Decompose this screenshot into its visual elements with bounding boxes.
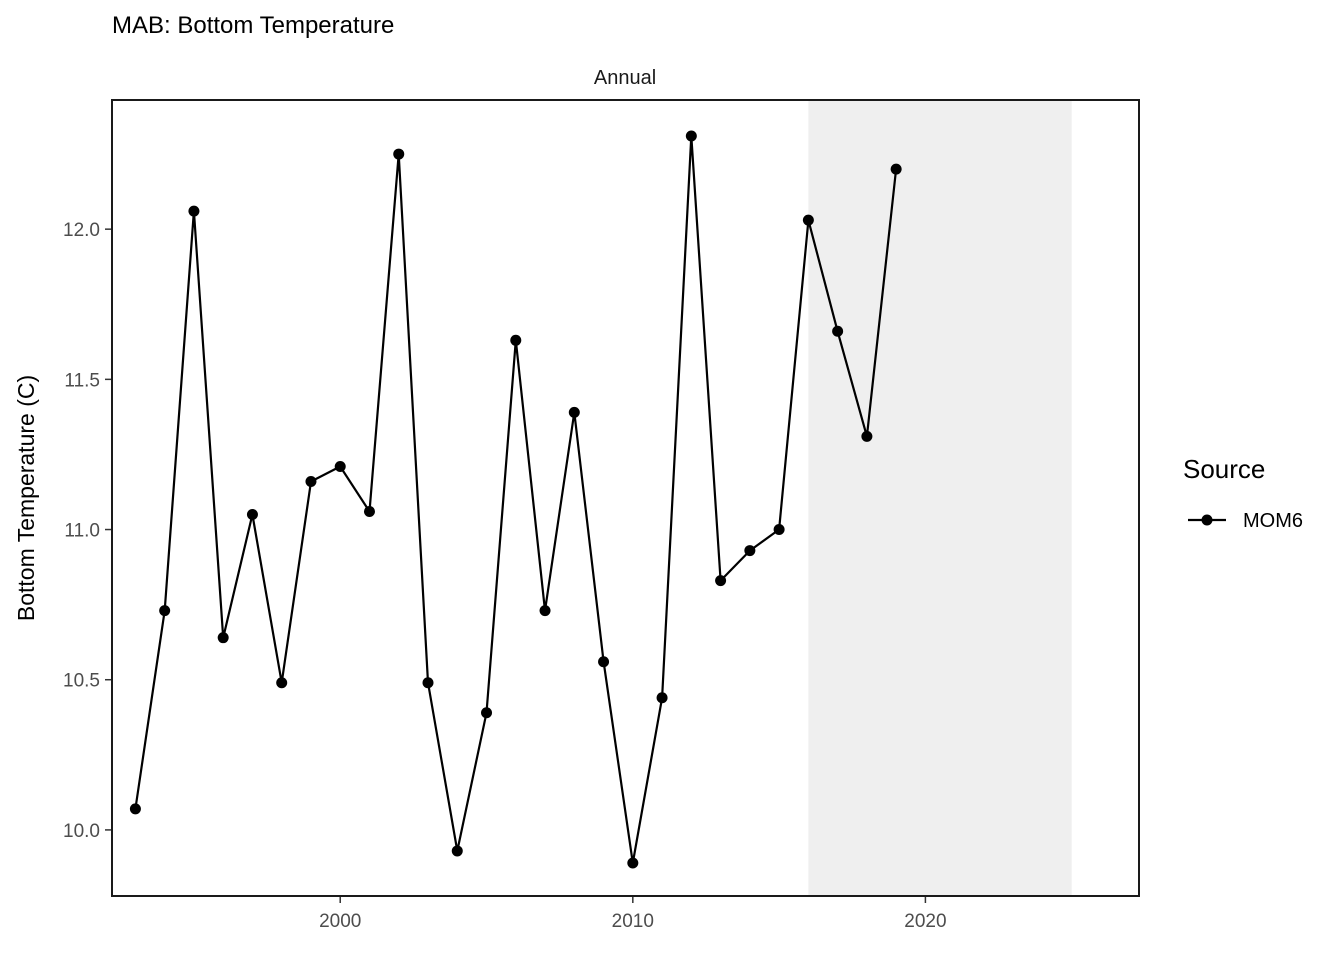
y-axis-label: Bottom Temperature (C) bbox=[13, 375, 39, 621]
data-point bbox=[744, 545, 756, 557]
data-point bbox=[246, 509, 258, 521]
series-points bbox=[129, 130, 902, 869]
data-point bbox=[656, 692, 668, 704]
legend-key-point bbox=[1201, 514, 1213, 526]
data-point bbox=[627, 857, 639, 869]
data-point bbox=[481, 707, 493, 719]
data-point bbox=[451, 845, 463, 857]
y-tick-label: 11.0 bbox=[64, 521, 100, 542]
legend: Source MOM6 bbox=[1183, 454, 1303, 532]
data-point bbox=[363, 506, 375, 518]
data-point bbox=[773, 524, 785, 536]
data-point bbox=[276, 677, 288, 689]
y-tick-label: 10.0 bbox=[63, 821, 100, 842]
x-tick-label: 2020 bbox=[904, 911, 946, 932]
facet-label: Annual bbox=[594, 67, 656, 89]
legend-item-label: MOM6 bbox=[1243, 510, 1303, 532]
plot-panel-border bbox=[111, 99, 1140, 897]
data-point bbox=[685, 130, 697, 142]
data-point bbox=[598, 656, 610, 668]
data-point bbox=[715, 575, 727, 587]
data-point bbox=[861, 430, 873, 442]
series-line-mom6 bbox=[134, 134, 898, 865]
data-point bbox=[568, 406, 580, 418]
x-tick-label: 2010 bbox=[612, 911, 654, 932]
projection-shaded-region bbox=[808, 100, 1072, 896]
y-tick-label: 12.0 bbox=[63, 220, 100, 241]
data-point bbox=[422, 677, 434, 689]
data-point bbox=[832, 325, 844, 337]
data-point bbox=[802, 214, 814, 226]
data-point bbox=[159, 605, 171, 617]
data-point bbox=[334, 460, 346, 472]
data-point bbox=[539, 605, 551, 617]
x-tick-label: 2000 bbox=[319, 911, 361, 932]
x-axis-ticks: 2000 2010 2020 bbox=[319, 896, 947, 932]
chart-title: MAB: Bottom Temperature bbox=[112, 12, 394, 39]
data-point bbox=[188, 205, 200, 217]
y-tick-label: 11.5 bbox=[64, 370, 100, 391]
data-point bbox=[305, 475, 317, 487]
data-point bbox=[510, 334, 522, 346]
data-point bbox=[393, 148, 405, 160]
legend-title: Source bbox=[1183, 454, 1265, 484]
data-point bbox=[217, 632, 229, 644]
data-point bbox=[129, 803, 141, 815]
data-point bbox=[890, 163, 902, 175]
y-axis-ticks: 10.0 10.5 11.0 11.5 12.0 bbox=[63, 220, 112, 842]
y-tick-label: 10.5 bbox=[63, 671, 100, 692]
